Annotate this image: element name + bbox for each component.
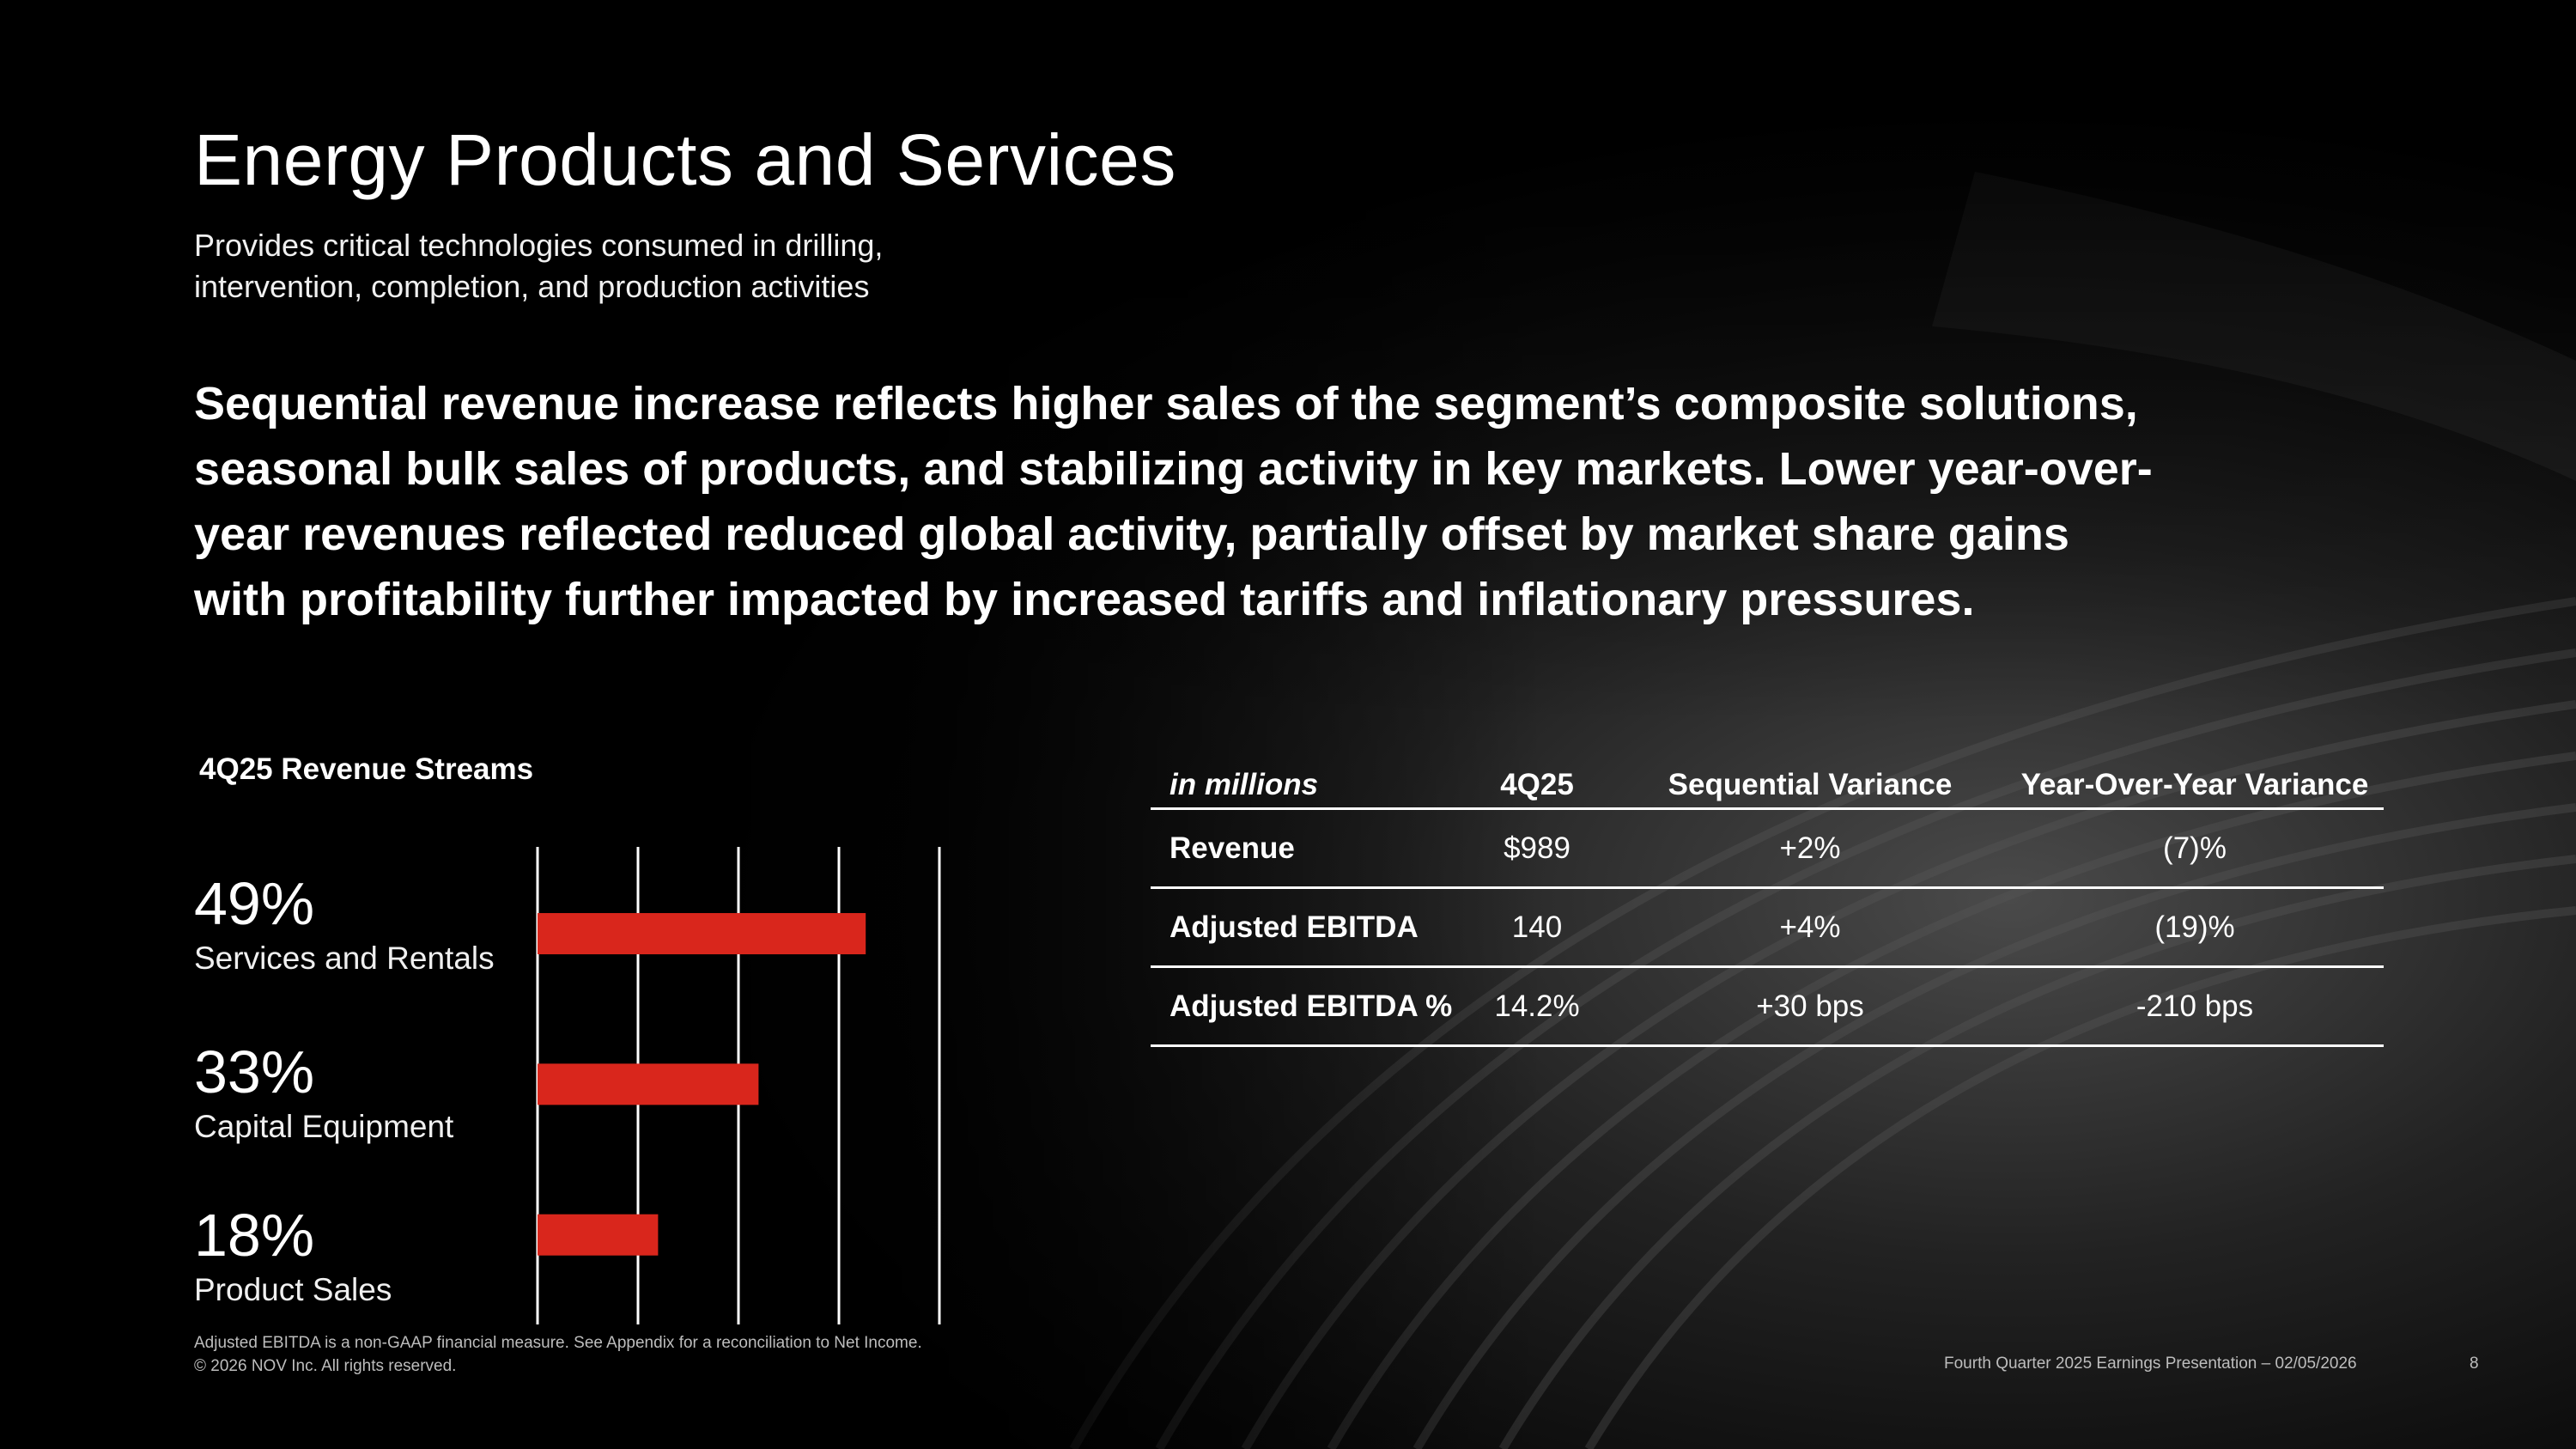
cell-value: 14.2% [1494, 989, 1580, 1023]
headline-line: Sequential revenue increase reflects hig… [194, 378, 2138, 429]
stream-label: Capital Equipment [194, 1109, 454, 1144]
header-sequential-variance: Sequential Variance [1668, 768, 1953, 801]
cell-value: 140 [1511, 910, 1563, 944]
subtitle-line: intervention, completion, and production… [194, 269, 870, 304]
bar-services-and-rentals [538, 913, 866, 955]
table-header-row: in millions 4Q25 Sequential Variance Yea… [1151, 746, 2384, 809]
bar-capital-equipment [538, 1063, 759, 1105]
table-divider [1151, 807, 2384, 810]
table-row: Adjusted EBITDA 140 +4% (19)% [1151, 888, 2384, 967]
footnote: Adjusted EBITDA is a non-GAAP financial … [194, 1331, 922, 1378]
financial-summary-table: in millions 4Q25 Sequential Variance Yea… [1151, 746, 2384, 1047]
cell-value: +4% [1779, 910, 1841, 944]
stream-capital-equipment: 33% Capital Equipment [194, 1038, 453, 1148]
cell-value: +2% [1779, 831, 1841, 865]
page-subtitle: Provides critical technologies consumed … [194, 225, 883, 307]
stream-percent: 33% [194, 1038, 315, 1105]
table-divider [1151, 1044, 2384, 1047]
row-label: Adjusted EBITDA % [1170, 989, 1453, 1023]
copyright: © 2026 NOV Inc. All rights reserved. [194, 1357, 457, 1375]
cell-value: +30 bps [1756, 989, 1864, 1023]
cell-value: (7)% [2163, 831, 2227, 865]
stream-label: Product Sales [194, 1272, 392, 1307]
subtitle-line: Provides critical technologies consumed … [194, 228, 884, 263]
cell-value: -210 bps [2136, 989, 2254, 1023]
table-divider [1151, 886, 2384, 889]
cell-value: $989 [1504, 831, 1571, 865]
header-yoy-variance: Year-Over-Year Variance [2020, 768, 2369, 801]
presentation-footer: Fourth Quarter 2025 Earnings Presentatio… [1944, 1355, 2357, 1373]
page-number: 8 [2470, 1355, 2479, 1373]
stream-percent: 49% [194, 870, 315, 937]
headline-summary: Sequential revenue increase reflects hig… [194, 371, 2169, 632]
bar-product-sales [538, 1214, 659, 1256]
revenue-streams-title: 4Q25 Revenue Streams [199, 752, 534, 786]
table-row: Adjusted EBITDA % 14.2% +30 bps -210 bps [1151, 967, 2384, 1046]
stream-percent: 18% [194, 1202, 315, 1269]
table-row: Revenue $989 +2% (7)% [1151, 809, 2384, 888]
page-title: Energy Products and Services [194, 119, 1176, 200]
header-4q25: 4Q25 [1500, 768, 1574, 801]
stream-label: Services and Rentals [194, 941, 495, 976]
stream-product-sales: 18% Product Sales [194, 1201, 392, 1311]
row-label: Revenue [1170, 831, 1295, 865]
row-label: Adjusted EBITDA [1170, 910, 1419, 944]
stream-services-rentals: 49% Services and Rentals [194, 869, 495, 979]
table-divider [1151, 965, 2384, 968]
footnote-line: Adjusted EBITDA is a non-GAAP financial … [194, 1334, 922, 1352]
header-units: in millions [1170, 768, 1319, 801]
headline-line: year revenues reflected reduced global a… [194, 508, 2069, 560]
headline-line: with profitability further impacted by i… [194, 574, 1975, 625]
cell-value: (19)% [2154, 910, 2235, 944]
revenue-streams-bar-chart [536, 847, 941, 1324]
headline-line: seasonal bulk sales of products, and sta… [194, 443, 2153, 495]
